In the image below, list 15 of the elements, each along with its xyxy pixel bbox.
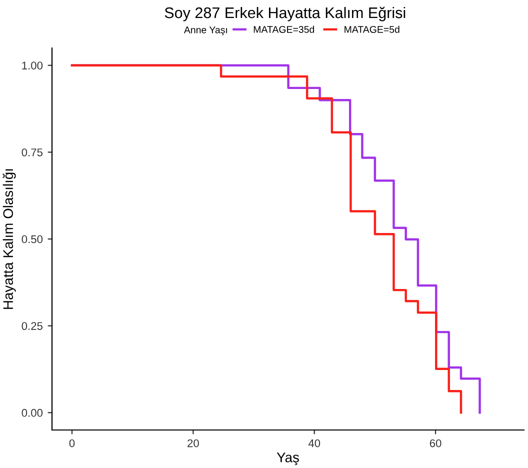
y-tick-label: 0.50: [22, 235, 43, 244]
y-tick-label: 1.00: [22, 62, 43, 70]
x-tick-label: 60: [430, 439, 442, 448]
x-tick-label: 0: [69, 439, 75, 448]
x-axis-title: Yaş: [276, 452, 299, 466]
legend-label: MATAGE=35d: [254, 26, 314, 33]
legend-label: MATAGE=5d: [344, 26, 400, 33]
y-tick-label: 0.00: [22, 408, 43, 417]
chart-title: Soy 287 Erkek Hayatta Kalım Eğrisi: [164, 6, 406, 22]
legend-title: Anne Yaşı: [184, 26, 227, 36]
y-tick-label: 0.25: [22, 322, 43, 330]
y-axis-title: Hayatta Kalım Olasılığı: [2, 169, 16, 309]
x-tick-label: 20: [188, 439, 199, 448]
y-tick-label: 0.75: [22, 148, 43, 156]
x-tick-label: 40: [308, 439, 320, 448]
